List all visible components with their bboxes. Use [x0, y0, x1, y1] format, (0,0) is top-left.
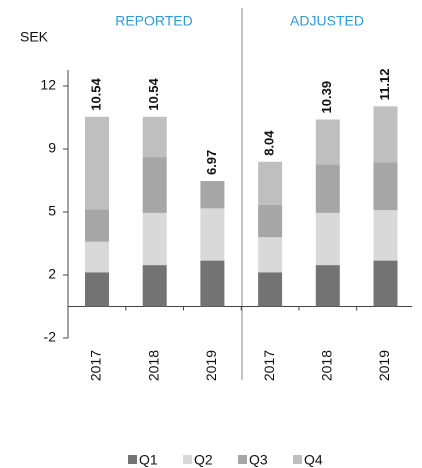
bar-segment: [85, 241, 109, 273]
bar-segment: [85, 116, 109, 210]
legend-label: Q4: [304, 452, 323, 468]
group-label: ADJUSTED: [290, 13, 364, 29]
bar-segment: [373, 260, 398, 307]
bar-segment: [315, 164, 340, 213]
bar-segment: [258, 204, 283, 238]
total-label: 11.12: [377, 69, 392, 101]
y-tick-label: -2: [44, 329, 57, 345]
x-tick-label: 2018: [319, 350, 335, 381]
bar-segment: [200, 260, 225, 307]
bar-segment: [315, 212, 340, 266]
bar-segment: [85, 209, 109, 242]
bar-segment: [85, 272, 109, 307]
x-tick-label: 2017: [261, 350, 277, 381]
bar-segment: [258, 161, 283, 205]
group-label: REPORTED: [115, 13, 193, 29]
legend-label: Q3: [249, 452, 268, 468]
total-label: 10.54: [146, 77, 161, 110]
bar-segment: [142, 265, 167, 307]
bar-segment: [142, 212, 167, 266]
legend-swatch: [238, 455, 247, 464]
bar-segment: [373, 106, 398, 163]
bar-segment: [200, 181, 225, 209]
bar-segment: [373, 210, 398, 261]
bar-segment: [315, 265, 340, 307]
bar-segment: [258, 272, 283, 307]
legend-swatch: [293, 455, 302, 464]
x-tick-label: 2019: [203, 350, 219, 381]
legend-swatch: [128, 455, 137, 464]
legend-label: Q1: [139, 452, 158, 468]
y-tick-label: 12: [40, 77, 56, 93]
total-label: 10.54: [88, 77, 103, 110]
bar-segment: [200, 208, 225, 261]
bar-segment: [142, 157, 167, 213]
legend-swatch: [183, 455, 192, 464]
bar-segment: [373, 162, 398, 211]
total-label: 10.39: [319, 81, 334, 114]
bar-segment: [258, 237, 283, 273]
total-label: 6.97: [204, 150, 219, 175]
y-tick-label: 9: [48, 140, 56, 156]
bar-segment: [315, 119, 340, 165]
legend-label: Q2: [194, 452, 213, 468]
bar-segment: [142, 116, 167, 158]
unit-label: SEK: [20, 29, 49, 45]
y-tick-label: 2: [48, 266, 56, 282]
y-tick-label: 5: [48, 203, 56, 219]
x-tick-label: 2018: [145, 350, 161, 381]
x-tick-label: 2017: [88, 350, 104, 381]
total-label: 8.04: [262, 130, 277, 156]
x-tick-label: 2019: [376, 350, 392, 381]
